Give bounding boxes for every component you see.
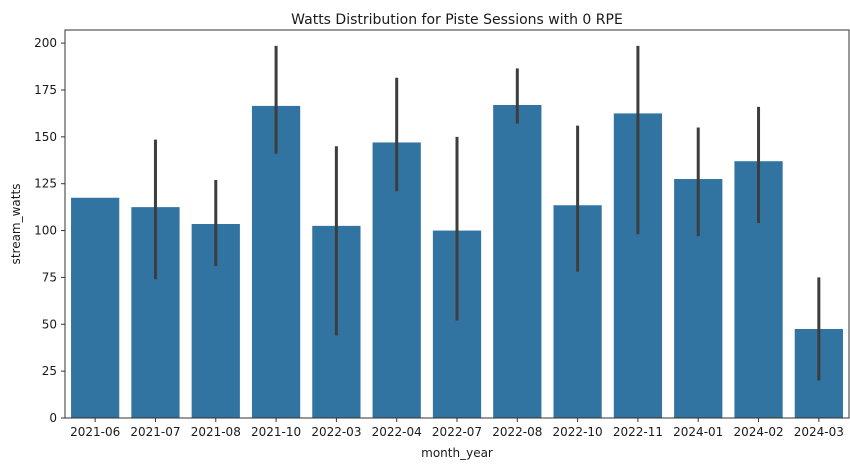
x-tick-label: 2021-06: [70, 425, 120, 439]
y-tick-label: 200: [34, 36, 57, 50]
x-tick-label: 2022-03: [311, 425, 361, 439]
x-tick-label: 2024-03: [794, 425, 844, 439]
errorbars-group: [153, 45, 821, 381]
x-tick-label: 2022-11: [613, 425, 663, 439]
x-tick-label: 2022-10: [553, 425, 603, 439]
y-tick-label: 25: [42, 364, 57, 378]
x-tick-label: 2022-04: [372, 425, 422, 439]
y-axis-title: stream_watts: [9, 184, 23, 265]
bar-2021-10: [251, 105, 301, 418]
x-tick-label: 2021-07: [130, 425, 180, 439]
x-tick-label: 2021-10: [251, 425, 301, 439]
y-tick-label: 75: [42, 270, 57, 284]
y-tick-label: 175: [34, 83, 57, 97]
x-axis: 2021-06 2021-07 2021-08 2021-10 2022-03 2022-…: [70, 418, 844, 439]
x-tick-label: 2024-01: [673, 425, 723, 439]
bar-2021-06: [71, 197, 120, 418]
chart-title: Watts Distribution for Piste Sessions wi…: [291, 12, 623, 28]
plot-frame: [64, 29, 850, 419]
y-axis: 0 25 50 75 100 125 150 175 200: [34, 36, 65, 425]
bar-2022-08: [493, 104, 542, 418]
x-tick-label: 2024-02: [733, 425, 783, 439]
x-axis-title: month_year: [421, 446, 493, 460]
y-tick-label: 100: [34, 224, 57, 238]
x-tick-label: 2022-08: [492, 425, 542, 439]
y-tick-label: 150: [34, 130, 57, 144]
y-tick-label: 125: [34, 177, 57, 191]
y-tick-label: 0: [49, 411, 57, 425]
bars-group: [71, 104, 843, 418]
y-tick-label: 50: [42, 317, 57, 331]
x-tick-label: 2022-07: [432, 425, 482, 439]
x-tick-label: 2021-08: [191, 425, 241, 439]
